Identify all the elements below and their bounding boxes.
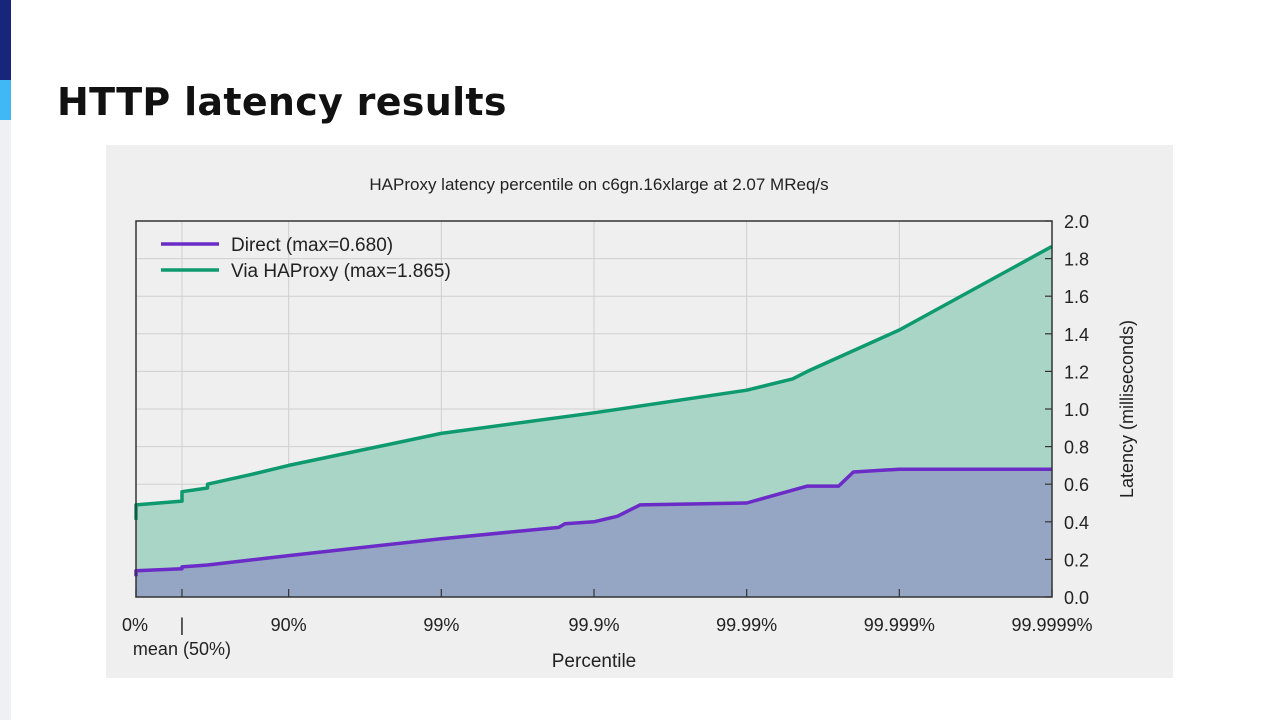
accent-bar-dark [0, 0, 11, 80]
accent-bar-light [0, 80, 11, 120]
line-series-1 [134, 467, 1052, 577]
y-tick-label: 1.6 [1064, 287, 1089, 307]
y-tick-label: 1.8 [1064, 250, 1089, 270]
y-tick-label: 0.0 [1064, 588, 1089, 608]
y-tick-label: 0.4 [1064, 513, 1089, 533]
y-tick-label: 2.0 [1064, 212, 1089, 232]
x-tick-label: 0% [122, 615, 148, 635]
x-axis-label: Percentile [552, 651, 637, 672]
accent-bar-pale [0, 120, 11, 720]
x-tick-label: 90% [271, 615, 307, 635]
area-series-1 [136, 469, 1052, 597]
y-tick-label: 0.8 [1064, 438, 1089, 458]
legend-label: Via HAProxy (max=1.865) [231, 261, 451, 282]
x-tick-label: 99.9% [568, 615, 619, 635]
x-tick-label: 99.99% [716, 615, 777, 635]
y-tick-label: 1.4 [1064, 325, 1089, 345]
x-tick-label: 99% [423, 615, 459, 635]
x-tick-label: 99.999% [864, 615, 935, 635]
line-series-0 [134, 244, 1053, 520]
x-tick-sublabel: mean (50%) [133, 639, 231, 659]
chart-title: HAProxy latency percentile on c6gn.16xla… [369, 175, 828, 194]
x-tick-label: 99.9999% [1011, 615, 1092, 635]
legend-label: Direct (max=0.680) [231, 235, 393, 256]
y-axis-label: Latency (milliseconds) [1117, 320, 1137, 498]
y-tick-label: 1.0 [1064, 400, 1089, 420]
y-tick-label: 0.2 [1064, 550, 1089, 570]
slide-title: HTTP latency results [57, 80, 507, 124]
y-tick-label: 0.6 [1064, 475, 1089, 495]
y-tick-label: 1.2 [1064, 362, 1089, 382]
x-tick-label: | [180, 615, 185, 635]
